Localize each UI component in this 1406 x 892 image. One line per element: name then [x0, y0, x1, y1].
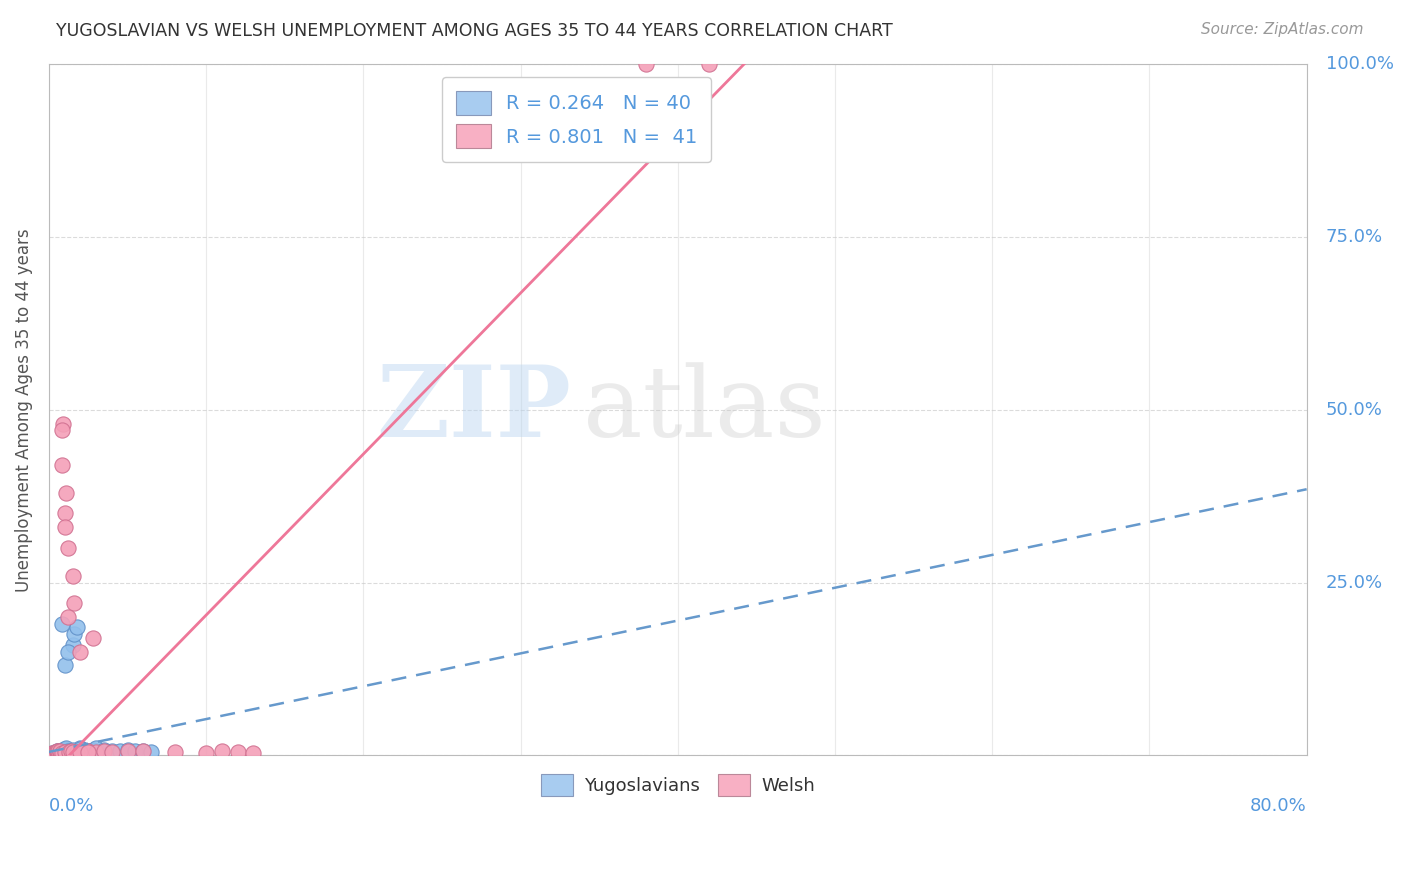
Point	[195, 746, 218, 760]
Point	[82, 631, 104, 645]
Point	[84, 741, 107, 756]
Point	[49, 745, 72, 759]
Text: 25.0%: 25.0%	[1326, 574, 1382, 591]
Point	[59, 743, 82, 757]
Point	[53, 658, 76, 673]
Point	[141, 745, 163, 759]
Point	[82, 743, 104, 757]
Point	[51, 743, 73, 757]
Point	[132, 744, 155, 758]
Point	[51, 746, 73, 760]
Point	[69, 645, 91, 659]
Text: 0.0%: 0.0%	[49, 797, 94, 814]
Point	[44, 746, 66, 760]
Point	[117, 743, 139, 757]
Point	[93, 744, 115, 758]
Point	[42, 746, 65, 760]
Point	[56, 645, 79, 659]
Point	[41, 746, 63, 760]
Point	[101, 745, 124, 759]
Point	[41, 746, 63, 760]
Point	[45, 744, 67, 758]
Point	[77, 743, 100, 757]
Y-axis label: Unemployment Among Ages 35 to 44 years: Unemployment Among Ages 35 to 44 years	[15, 228, 32, 591]
Point	[56, 744, 79, 758]
Point	[56, 541, 79, 555]
Point	[51, 617, 73, 632]
Point	[62, 745, 84, 759]
Point	[53, 745, 76, 759]
Point	[45, 744, 67, 758]
Point	[48, 746, 70, 760]
Point	[242, 746, 264, 760]
Point	[51, 458, 73, 472]
Point	[42, 746, 65, 760]
Text: 80.0%: 80.0%	[1250, 797, 1306, 814]
Point	[72, 743, 94, 757]
Point	[63, 596, 86, 610]
Point	[132, 744, 155, 758]
Text: ZIP: ZIP	[375, 361, 571, 458]
Point	[69, 745, 91, 759]
Point	[697, 57, 720, 71]
Point	[45, 745, 67, 759]
Point	[226, 745, 249, 759]
Point	[163, 745, 186, 759]
Text: 100.0%: 100.0%	[1326, 55, 1393, 73]
Point	[66, 620, 89, 634]
Point	[55, 485, 77, 500]
Point	[56, 610, 79, 624]
Point	[62, 743, 84, 757]
Point	[49, 744, 72, 758]
Point	[58, 745, 80, 759]
Point	[124, 743, 146, 757]
Point	[52, 417, 75, 431]
Legend: Yugoslavians, Welsh: Yugoslavians, Welsh	[531, 765, 824, 805]
Point	[53, 745, 76, 759]
Point	[101, 743, 124, 757]
Point	[53, 520, 76, 534]
Point	[48, 743, 70, 757]
Point	[51, 424, 73, 438]
Point	[59, 743, 82, 757]
Point	[72, 745, 94, 759]
Point	[55, 743, 77, 757]
Point	[48, 743, 70, 757]
Point	[49, 745, 72, 759]
Point	[51, 746, 73, 760]
Point	[48, 746, 70, 760]
Point	[84, 745, 107, 759]
Point	[55, 741, 77, 756]
Text: YUGOSLAVIAN VS WELSH UNEMPLOYMENT AMONG AGES 35 TO 44 YEARS CORRELATION CHART: YUGOSLAVIAN VS WELSH UNEMPLOYMENT AMONG …	[56, 22, 893, 40]
Point	[62, 638, 84, 652]
Text: 50.0%: 50.0%	[1326, 401, 1382, 418]
Text: Source: ZipAtlas.com: Source: ZipAtlas.com	[1201, 22, 1364, 37]
Point	[211, 744, 233, 758]
Text: 75.0%: 75.0%	[1326, 228, 1382, 246]
Point	[45, 745, 67, 759]
Point	[117, 743, 139, 757]
Point	[53, 507, 76, 521]
Point	[69, 742, 91, 756]
Point	[69, 741, 91, 756]
Point	[53, 742, 76, 756]
Point	[93, 743, 115, 757]
Point	[77, 743, 100, 757]
Point	[52, 743, 75, 757]
Point	[66, 745, 89, 759]
Point	[77, 745, 100, 759]
Point	[63, 627, 86, 641]
Point	[49, 744, 72, 758]
Point	[636, 57, 658, 71]
Point	[62, 568, 84, 582]
Point	[52, 744, 75, 758]
Point	[44, 746, 66, 760]
Text: atlas: atlas	[583, 362, 827, 458]
Point	[58, 745, 80, 759]
Point	[108, 744, 131, 758]
